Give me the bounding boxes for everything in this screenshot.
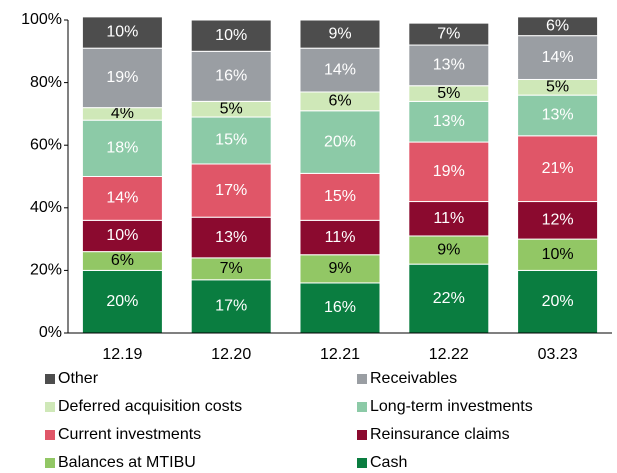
legend-swatch xyxy=(45,402,55,412)
x-tick-label: 12.19 xyxy=(102,346,142,363)
data-label: 19% xyxy=(106,69,138,86)
bar-segment xyxy=(517,135,599,203)
y-tick-label: 60% xyxy=(30,136,62,153)
y-tick-label: 80% xyxy=(30,74,62,91)
bar-segment xyxy=(81,219,163,253)
bar-segment xyxy=(299,47,381,93)
data-label: 15% xyxy=(215,132,247,149)
data-label: 20% xyxy=(324,133,356,150)
data-label: 4% xyxy=(111,105,134,122)
legend-label: Other xyxy=(58,370,99,387)
bar-segment xyxy=(299,110,381,174)
legend-label: Receivables xyxy=(370,370,457,387)
data-label: 10% xyxy=(542,246,574,263)
bar-segment xyxy=(81,47,163,109)
legend-label: Reinsurance claims xyxy=(370,426,510,443)
bar-segment xyxy=(408,22,490,46)
bar-segment xyxy=(81,119,163,178)
bar-segment xyxy=(190,279,272,334)
y-tick-label: 100% xyxy=(21,11,62,28)
data-label: 20% xyxy=(106,293,138,310)
data-label: 21% xyxy=(542,160,574,177)
data-label: 9% xyxy=(437,241,460,258)
data-label: 5% xyxy=(220,100,243,117)
legend-label: Deferred acquisition costs xyxy=(58,398,242,415)
legend-swatch xyxy=(357,430,367,440)
bar-segment xyxy=(408,235,490,265)
bar-segment xyxy=(299,254,381,284)
data-label: 19% xyxy=(433,163,465,180)
data-label: 7% xyxy=(437,25,460,42)
legend-label: Current investments xyxy=(58,426,201,443)
data-label: 11% xyxy=(433,210,464,227)
bar-segment xyxy=(299,19,381,49)
legend-label: Long-term investments xyxy=(370,398,533,415)
legend-swatch xyxy=(357,402,367,412)
bar-segment xyxy=(517,16,599,37)
data-label: 10% xyxy=(215,27,247,44)
data-label: 7% xyxy=(220,260,243,277)
y-tick-label: 20% xyxy=(30,262,62,279)
bar-segment xyxy=(408,44,490,87)
bar-segment xyxy=(190,50,272,102)
y-tick-label: 40% xyxy=(30,199,62,216)
legend-label: Cash xyxy=(370,454,407,471)
bar-segment xyxy=(190,19,272,52)
data-label: 16% xyxy=(215,68,247,85)
data-label: 15% xyxy=(324,188,356,205)
x-tick-label: 12.22 xyxy=(429,346,469,363)
data-label: 17% xyxy=(215,298,247,315)
data-label: 14% xyxy=(542,49,574,66)
data-label: 13% xyxy=(433,57,465,74)
data-label: 16% xyxy=(324,299,356,316)
bar-segment xyxy=(190,116,272,165)
data-label: 13% xyxy=(215,229,247,246)
bar-segment xyxy=(190,163,272,218)
data-label: 5% xyxy=(546,79,569,96)
bar-segment xyxy=(408,141,490,203)
x-tick-label: 12.20 xyxy=(211,346,251,363)
data-label: 10% xyxy=(106,227,138,244)
data-label: 14% xyxy=(324,61,356,78)
data-label: 9% xyxy=(328,25,351,42)
data-label: 11% xyxy=(325,229,356,246)
data-label: 6% xyxy=(111,252,134,269)
data-label: 18% xyxy=(106,140,138,157)
bar-segment xyxy=(517,35,599,80)
data-label: 10% xyxy=(106,24,138,41)
data-label: 13% xyxy=(542,107,574,124)
legend-label: Balances at MTIBU xyxy=(58,454,196,471)
x-tick-label: 12.21 xyxy=(320,346,360,363)
x-tick-label: 03.23 xyxy=(538,346,578,363)
bar-segment xyxy=(408,201,490,237)
legend-swatch xyxy=(357,374,367,384)
data-label: 12% xyxy=(542,212,574,229)
y-tick-label: 0% xyxy=(39,324,62,341)
data-label: 20% xyxy=(542,293,574,310)
data-label: 6% xyxy=(546,17,569,34)
bar-segment xyxy=(299,282,381,334)
bar-segment xyxy=(81,16,163,49)
bar-segment xyxy=(299,172,381,221)
data-label: 5% xyxy=(437,85,460,102)
data-label: 6% xyxy=(328,93,351,110)
data-label: 9% xyxy=(328,260,351,277)
data-label: 17% xyxy=(215,182,247,199)
legend-swatch xyxy=(357,458,367,468)
bar-segment xyxy=(190,216,272,259)
data-label: 13% xyxy=(433,113,465,130)
data-label: 22% xyxy=(433,290,465,307)
bar-segment xyxy=(408,100,490,143)
legend-swatch xyxy=(45,430,55,440)
data-label: 14% xyxy=(106,190,138,207)
legend-swatch xyxy=(45,374,55,384)
legend-swatch xyxy=(45,458,55,468)
